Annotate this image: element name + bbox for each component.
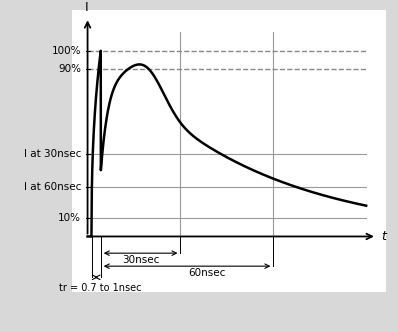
Text: I at 60nsec: I at 60nsec <box>23 182 81 192</box>
Text: I at 30nsec: I at 30nsec <box>23 149 81 159</box>
Text: 30nsec: 30nsec <box>122 255 159 265</box>
Text: 60nsec: 60nsec <box>188 268 226 278</box>
Text: tr = 0.7 to 1nsec: tr = 0.7 to 1nsec <box>59 283 141 293</box>
Text: I: I <box>84 1 88 14</box>
Text: 100%: 100% <box>51 46 81 56</box>
Text: t: t <box>381 230 386 243</box>
Text: 90%: 90% <box>58 64 81 74</box>
Text: 10%: 10% <box>58 213 81 223</box>
